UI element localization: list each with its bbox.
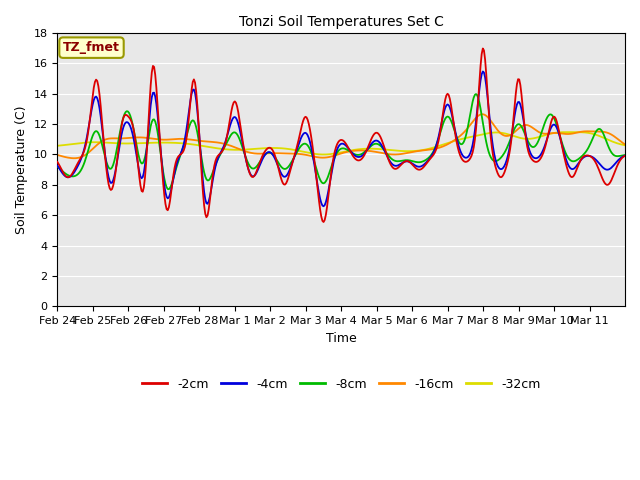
Y-axis label: Soil Temperature (C): Soil Temperature (C) xyxy=(15,106,28,234)
Text: TZ_fmet: TZ_fmet xyxy=(63,41,120,54)
Title: Tonzi Soil Temperatures Set C: Tonzi Soil Temperatures Set C xyxy=(239,15,444,29)
X-axis label: Time: Time xyxy=(326,332,356,345)
Legend: -2cm, -4cm, -8cm, -16cm, -32cm: -2cm, -4cm, -8cm, -16cm, -32cm xyxy=(137,373,545,396)
